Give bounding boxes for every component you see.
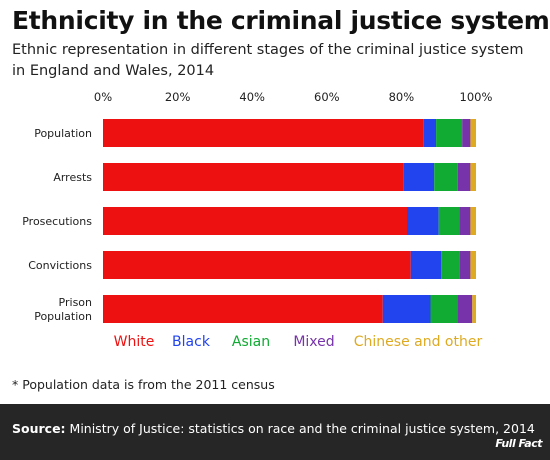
y-category-label: Convictions (28, 259, 92, 272)
bar-segment-asian (430, 295, 458, 323)
bar-segment-chinese-and-other (470, 251, 476, 279)
full-fact-logo: Full Fact (495, 437, 542, 450)
bars (103, 119, 476, 323)
bar-segment-mixed (462, 119, 471, 147)
bar-segment-mixed (459, 207, 471, 235)
bar-segment-asian (438, 207, 460, 235)
legend: White Black Asian Mixed Chinese and other (114, 334, 483, 350)
bar-segment-chinese-and-other (470, 163, 476, 191)
x-tick-label: 60% (314, 90, 340, 104)
bar-segment-black (410, 251, 442, 279)
legend-item: Black (172, 334, 211, 350)
legend-item: Mixed (293, 334, 334, 350)
bar-segment-asian (434, 163, 458, 191)
bar-segment-mixed (457, 295, 473, 323)
x-axis-tick-labels: 0% 20% 40% 60% 80% 100% (94, 90, 493, 104)
bar-segment-black (406, 207, 439, 235)
bar-segment-white (103, 119, 424, 147)
footer-bar: Source: Ministry of Justice: statistics … (0, 404, 550, 460)
stacked-bar-chart: 0% 20% 40% 60% 80% 100% Population Arrests Pros… (22, 90, 493, 350)
x-tick-label: 0% (94, 90, 112, 104)
y-category-label: Population (34, 127, 92, 140)
bar-segment-black (382, 295, 431, 323)
bar-segment-chinese-and-other (472, 295, 476, 323)
chart-subtitle: Ethnic representation in different stage… (12, 42, 524, 79)
bar-segment-black (423, 119, 437, 147)
legend-item: Asian (232, 334, 270, 350)
y-category-label: Arrests (53, 171, 92, 184)
bar-segment-mixed (457, 163, 471, 191)
bar-segment-asian (436, 119, 463, 147)
x-tick-label: 40% (239, 90, 265, 104)
source-line: Source: Ministry of Justice: statistics … (12, 421, 535, 436)
bar-segment-white (103, 207, 407, 235)
y-category-label: Prosecutions (22, 215, 92, 228)
footnote: * Population data is from the 2011 censu… (12, 377, 275, 392)
bar-segment-white (103, 295, 383, 323)
bar-segment-black (403, 163, 435, 191)
source-label: Source: (12, 421, 66, 436)
bar-segment-white (103, 163, 404, 191)
x-tick-label: 80% (389, 90, 415, 104)
bar-segment-mixed (459, 251, 471, 279)
bar-segment-chinese-and-other (470, 119, 476, 147)
bar-segment-asian (441, 251, 460, 279)
x-tick-label: 100% (460, 90, 493, 104)
bar-segment-chinese-and-other (470, 207, 476, 235)
legend-item: Chinese and other (354, 334, 483, 350)
source-text: Ministry of Justice: statistics on race … (69, 421, 535, 436)
chart-title: Ethnicity in the criminal justice system (12, 6, 550, 35)
legend-item: White (114, 334, 155, 350)
y-axis-category-labels: Population Arrests Prosecutions Convictions… (22, 127, 92, 323)
x-tick-label: 20% (165, 90, 191, 104)
bar-segment-white (103, 251, 411, 279)
y-category-label: Prison Population (34, 296, 92, 323)
